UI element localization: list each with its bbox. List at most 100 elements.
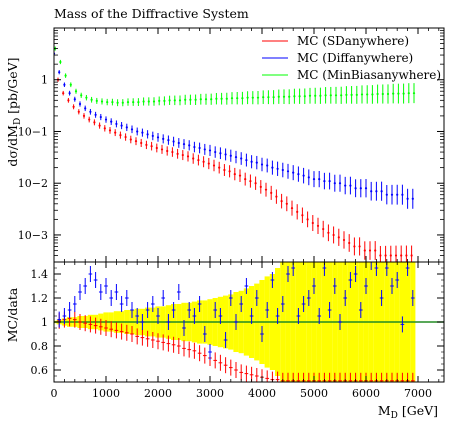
y-tick-label-top: 10−1 <box>18 125 48 138</box>
series-minbias-point <box>329 94 332 97</box>
x-tick-label: 5000 <box>300 387 328 400</box>
series-diff-point <box>73 98 76 101</box>
series-minbias-point <box>376 92 379 96</box>
plot-layer: 0 1000 2000 3000 4000 5000 6000 7000110−110−210… <box>18 28 444 400</box>
series-minbias-point <box>272 96 275 99</box>
series-minbias-point <box>386 92 390 96</box>
series-sd-point <box>322 227 325 231</box>
series-diff-point <box>260 163 264 166</box>
series-diff-point <box>411 197 414 200</box>
series-minbias-point <box>116 101 119 104</box>
series-minbias-point <box>355 93 358 96</box>
series-minbias-point <box>246 96 249 99</box>
y-tick-label-bottom: 0.6 <box>31 364 49 377</box>
series-diff-point <box>68 92 71 95</box>
series-diff-point <box>323 179 326 183</box>
series-minbias-point <box>59 60 62 64</box>
series-minbias-point <box>220 97 223 100</box>
series-sd-point <box>124 135 127 139</box>
series-sd-point <box>212 164 216 167</box>
svg-text:MC (MinBiasanywhere): MC (MinBiasanywhere) <box>297 68 441 82</box>
series-sd-point <box>134 140 138 143</box>
series-sd-point <box>368 249 372 252</box>
legend-item-sd: MC (SDanywhere) <box>262 34 409 48</box>
series-minbias-point <box>308 94 312 97</box>
series-diff-point <box>307 176 310 179</box>
series-minbias-point <box>345 93 348 96</box>
series-sd-point <box>207 162 210 165</box>
y-tick-label-bottom: 1.4 <box>31 268 49 281</box>
series-sd-point <box>82 114 86 117</box>
x-tick-label: 3000 <box>196 387 224 400</box>
series-diff-point <box>120 124 123 127</box>
series-sd-point <box>228 170 231 173</box>
series-sd-point <box>363 249 366 252</box>
series-sd-point <box>108 129 112 132</box>
series-diff-point <box>302 174 305 177</box>
series-diff-point <box>115 122 118 126</box>
series-minbias-point <box>241 97 244 100</box>
series-minbias-point <box>199 98 202 101</box>
series-minbias-point <box>267 96 270 99</box>
series-sd-point <box>275 195 278 198</box>
series-diff-point <box>130 128 134 131</box>
series-sd-point <box>223 168 226 172</box>
series-diff-point <box>240 157 243 160</box>
series-sd-point <box>290 207 294 210</box>
series-sd-point <box>405 254 408 257</box>
series-sd-point <box>171 150 174 154</box>
series-diff-point <box>219 152 222 155</box>
series-diff-point <box>255 161 258 164</box>
series-sd-point <box>155 146 158 150</box>
series-minbias-point <box>142 100 145 103</box>
series-sd-point <box>103 127 106 130</box>
series-minbias-point <box>236 97 239 100</box>
series-minbias-point <box>126 100 130 104</box>
series-diff-point <box>151 134 154 138</box>
series-diff-point <box>156 136 160 139</box>
series-sd-point <box>379 254 382 257</box>
series-diff-point <box>198 146 201 150</box>
series-minbias-point <box>90 98 93 101</box>
series-minbias-point <box>111 100 114 104</box>
series-diff-point <box>359 187 362 190</box>
series-minbias-point <box>173 99 176 102</box>
svg-text:dσ/dMD [pb/GeV]: dσ/dMD [pb/GeV] <box>5 57 23 166</box>
series-sd-point <box>140 141 143 145</box>
series-sd-point <box>296 210 299 213</box>
series-minbias-point <box>178 99 182 102</box>
series-minbias-point <box>163 99 166 102</box>
series-minbias-point <box>230 97 234 100</box>
series-diff-point <box>286 170 290 173</box>
y-tick-label-top: 10−3 <box>18 229 48 242</box>
series-sd-point <box>400 254 403 257</box>
series-minbias-point <box>256 96 260 99</box>
series-diff-point <box>208 149 212 152</box>
series-minbias-point <box>319 94 322 97</box>
series-diff-point <box>162 137 165 140</box>
series-minbias-point <box>210 98 213 101</box>
series-minbias-point <box>277 95 280 98</box>
series-sd-point <box>270 191 273 194</box>
top-panel-data <box>54 46 416 262</box>
x-tick-label: 0 <box>51 387 58 400</box>
series-minbias-point <box>293 95 296 98</box>
y-tick-label-bottom: 1.2 <box>31 292 49 305</box>
series-sd-point <box>192 157 195 160</box>
series-diff-point <box>99 115 102 119</box>
series-diff-point <box>333 182 336 185</box>
series-sd-point <box>285 202 288 205</box>
series-diff-point <box>229 154 232 157</box>
series-sd-point <box>145 143 148 147</box>
series-sd-point <box>233 173 236 176</box>
series-sd-point <box>374 249 377 252</box>
series-minbias-point <box>282 95 286 98</box>
series-diff-point <box>136 130 139 133</box>
series-minbias-point <box>324 94 327 97</box>
series-minbias-point <box>204 98 208 101</box>
series-diff-point <box>177 141 180 145</box>
series-sd-point <box>181 153 184 157</box>
series-diff-point <box>58 71 61 74</box>
series-sd-point <box>186 155 190 158</box>
